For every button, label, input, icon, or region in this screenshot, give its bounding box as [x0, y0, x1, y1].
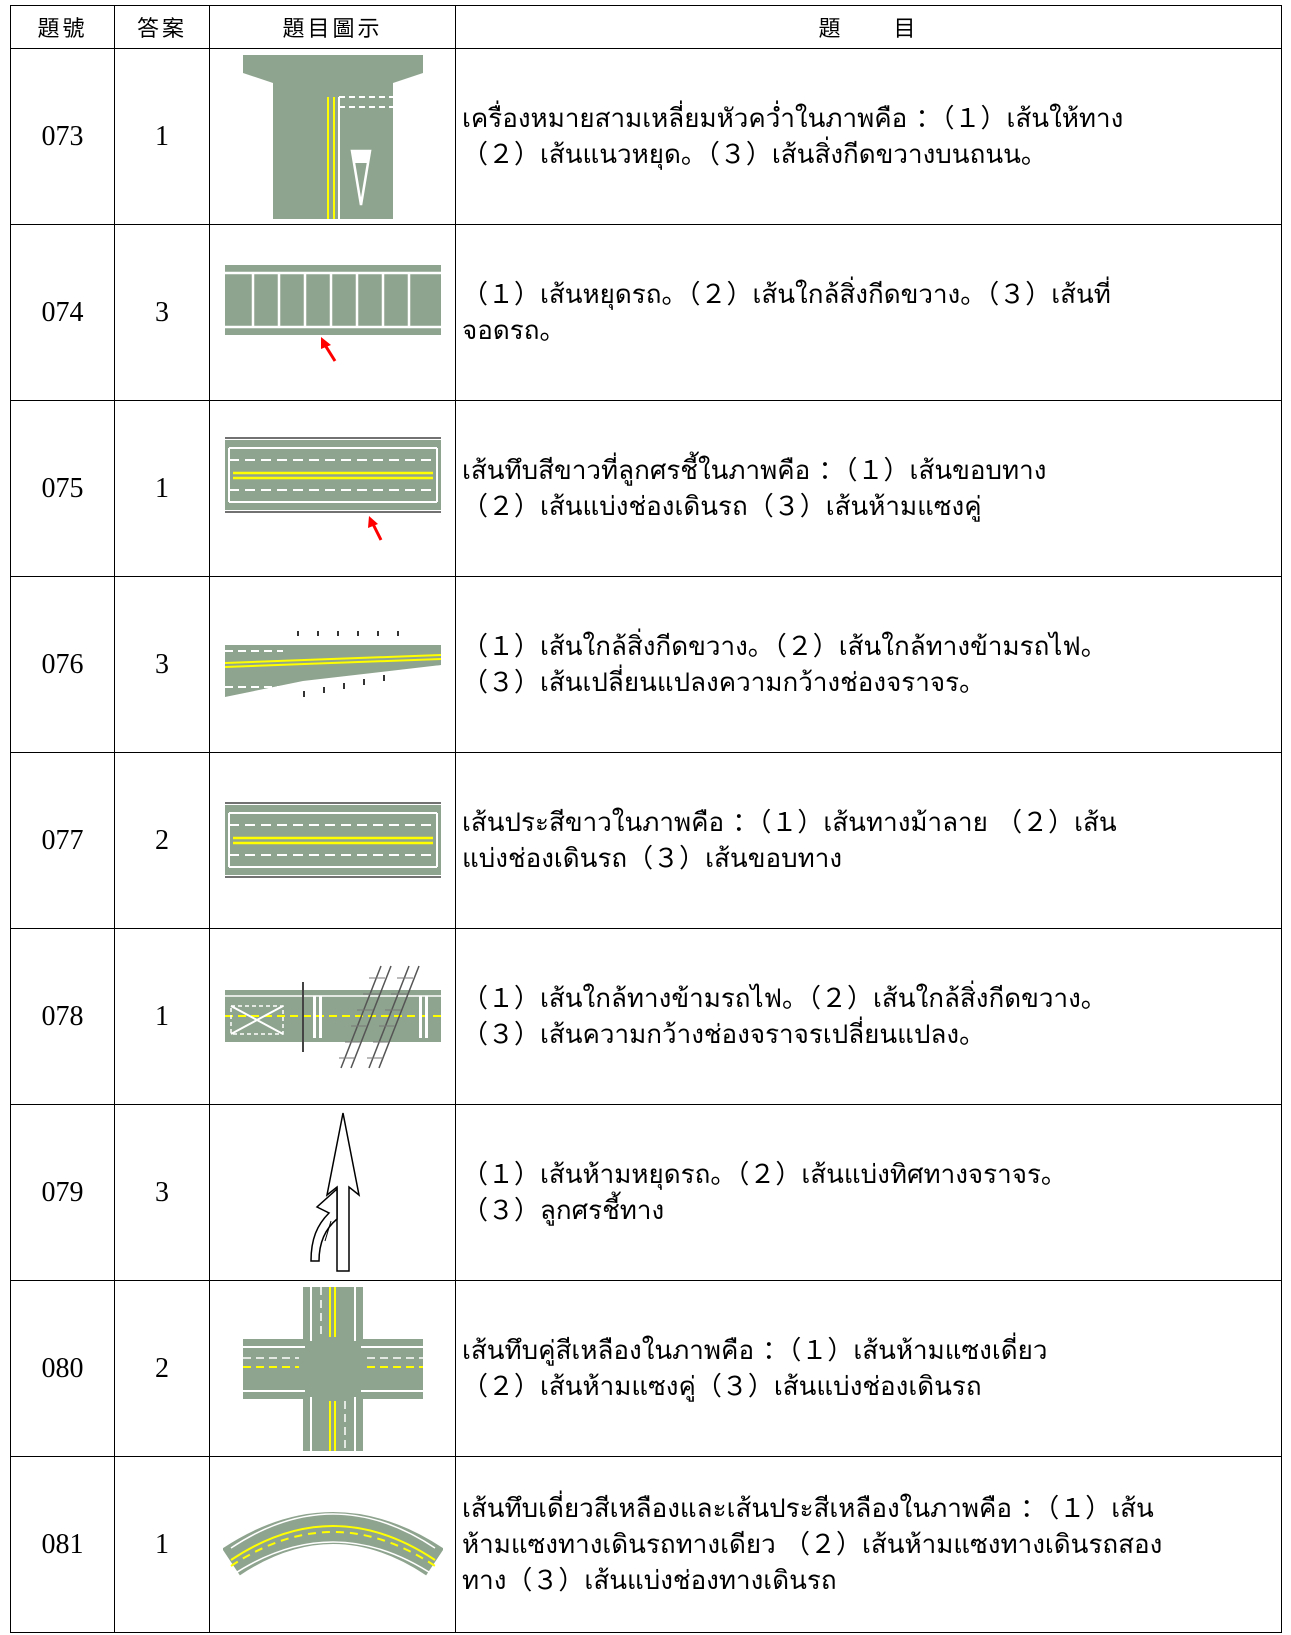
question-number: 080 [10, 1280, 115, 1457]
direction-arrow-icon [209, 1104, 456, 1281]
answer: 3 [114, 1104, 210, 1281]
question-text: เครื่องหมายสามเหลี่ยมหัวคว่ำในภาพคือ ：（１… [455, 48, 1282, 225]
header-question: 題 目 [455, 5, 1282, 49]
answer: 3 [114, 224, 210, 401]
header-row: 題號 答案 題目圖示 題 目 [10, 5, 1282, 49]
header-answer: 答案 [114, 5, 210, 49]
answer: 3 [114, 576, 210, 753]
question-text: （１）เส้นใกล้สิ่งกีดขวาง。（２）เส้นใกล้ทางข้า… [455, 576, 1282, 753]
answer: 1 [114, 48, 210, 225]
question-text: （１）เส้นใกล้ทางข้ามรถไฟ。（２）เส้นใกล้สิ่งกี… [455, 928, 1282, 1105]
question-text: เส้นทึบเดี่ยวสีเหลืองและเส้นประสีเหลืองใ… [455, 1456, 1282, 1633]
quiz-table: 題號 答案 題目圖示 題 目 073 1 เครื่องหมายสามเหลี่… [10, 5, 1282, 1633]
table-row: 075 1 เส้นทึบสีขาวที่ลูกศรชี้ในภาพคือ ：（… [10, 400, 1282, 577]
question-number: 075 [10, 400, 115, 577]
question-number: 079 [10, 1104, 115, 1281]
intersection-double-yellow-icon [209, 1280, 456, 1457]
question-number: 077 [10, 752, 115, 929]
answer: 1 [114, 1456, 210, 1633]
question-text: （１）เส้นหยุดรถ。（２）เส้นใกล้สิ่งกีดขวาง。（３）… [455, 224, 1282, 401]
question-number: 074 [10, 224, 115, 401]
road-edge-line-icon [209, 400, 456, 577]
answer: 1 [114, 400, 210, 577]
question-text: เส้นทึบคู่สีเหลืองในภาพคือ ：（１）เส้นห้ามแ… [455, 1280, 1282, 1457]
answer: 2 [114, 1280, 210, 1457]
table-row: 080 2 [10, 1280, 1282, 1457]
lane-dashed-lines-icon [209, 752, 456, 929]
question-text: เส้นประสีขาวในภาพคือ ：（１）เส้นทางม้าลาย （… [455, 752, 1282, 929]
table-row: 077 2 เส้นประสีขาวในภาพคือ ：（１）เส้นทางม้… [10, 752, 1282, 929]
header-number: 題號 [10, 5, 115, 49]
curved-road-yellow-lines-icon [209, 1456, 456, 1633]
answer: 2 [114, 752, 210, 929]
table-row: 079 3 （１）เส้นห้ามหยุดรถ。（２）เส้นแบ่งทิศทา… [10, 1104, 1282, 1281]
railway-crossing-marking-icon [209, 928, 456, 1105]
header-picture: 題目圖示 [209, 5, 456, 49]
question-number: 076 [10, 576, 115, 753]
question-number: 081 [10, 1456, 115, 1633]
question-number: 073 [10, 48, 115, 225]
inverted-triangle-road-marking-icon [209, 48, 456, 225]
table-row: 073 1 เครื่องหมายสามเหลี่ยมหัวคว่ำในภาพค… [10, 48, 1282, 225]
table-row: 074 3 （１）เส้นหยุดรถ。（２）เส้นใกล้สิ่งกีดขว… [10, 224, 1282, 401]
table-row: 078 1 （ [10, 928, 1282, 1105]
table-row: 076 3 （１）เส้นใกล้สิ่งกีดขวาง。（２）เส้นใกล้… [10, 576, 1282, 753]
question-text: （１）เส้นห้ามหยุดรถ。（２）เส้นแบ่งทิศทางจราจร… [455, 1104, 1282, 1281]
parking-bay-lines-icon [209, 224, 456, 401]
lane-width-transition-icon [209, 576, 456, 753]
question-number: 078 [10, 928, 115, 1105]
answer: 1 [114, 928, 210, 1105]
table-row: 081 1 เส้นทึบเดี่ยวสีเหลืองและเส้นประสีเ… [10, 1456, 1282, 1633]
question-text: เส้นทึบสีขาวที่ลูกศรชี้ในภาพคือ ：（１）เส้น… [455, 400, 1282, 577]
